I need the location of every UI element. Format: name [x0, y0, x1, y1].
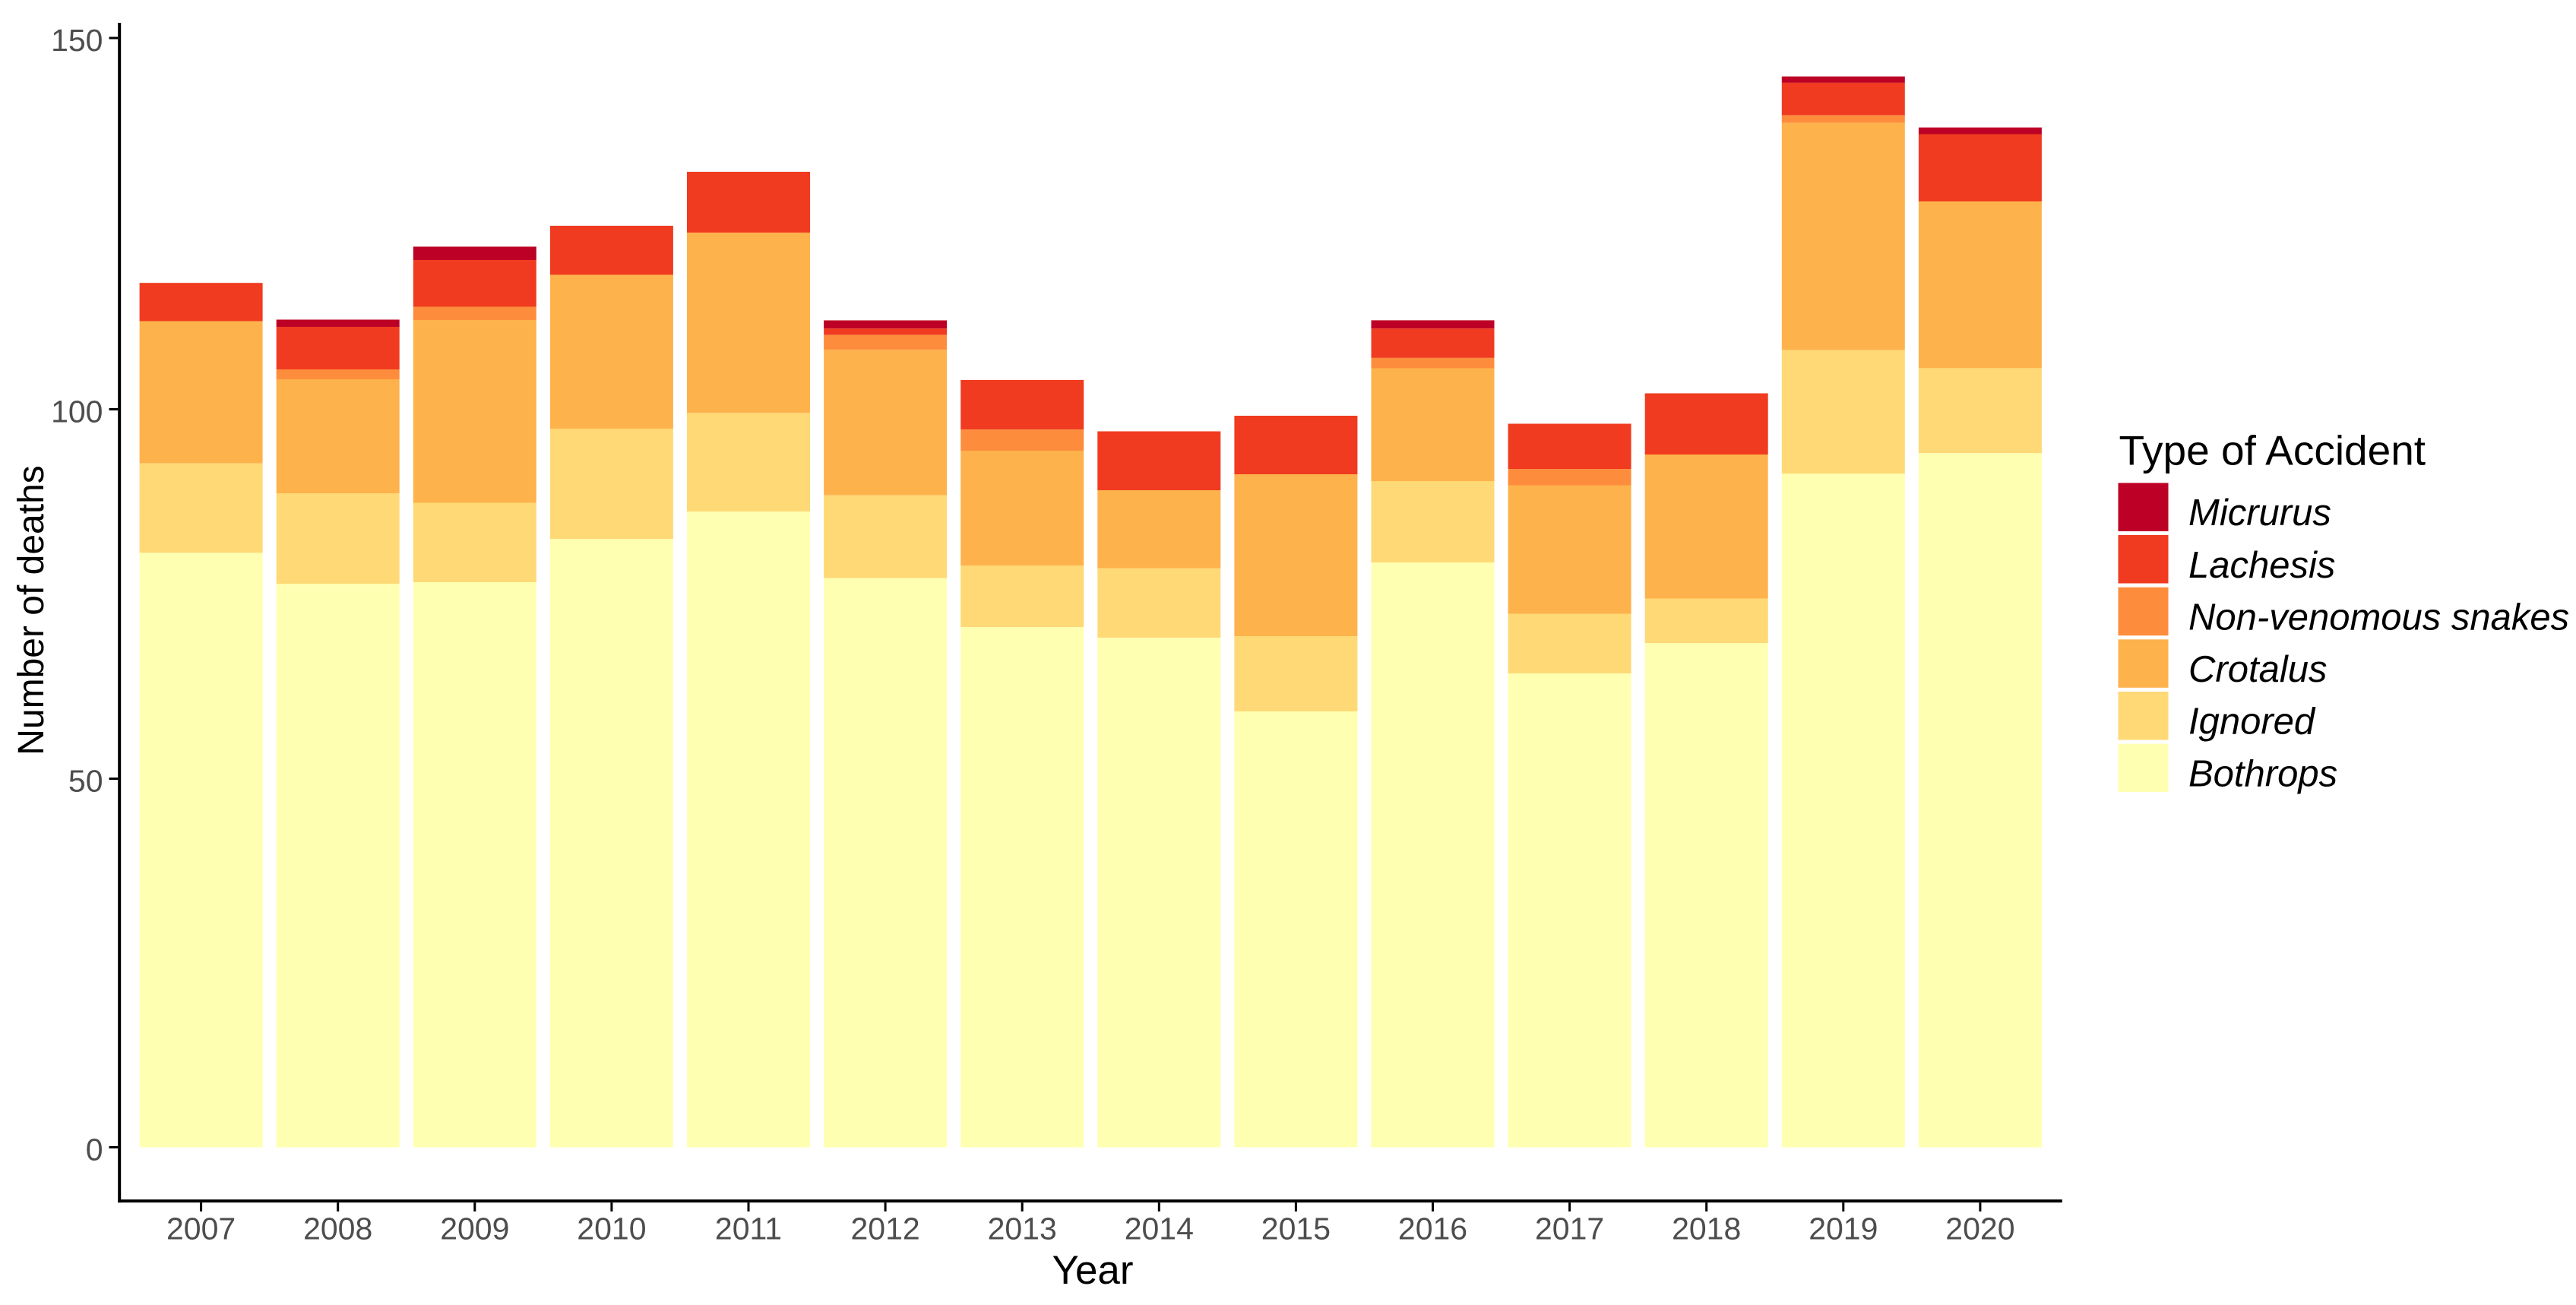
svg-text:2018: 2018	[1672, 1212, 1741, 1246]
svg-text:Type of Accident: Type of Accident	[2119, 427, 2426, 474]
svg-text:150: 150	[51, 23, 103, 58]
svg-text:2015: 2015	[1261, 1212, 1331, 1246]
svg-text:Number of deaths: Number of deaths	[11, 465, 52, 755]
svg-text:Year: Year	[1052, 1248, 1133, 1293]
svg-text:2011: 2011	[715, 1212, 782, 1246]
svg-text:Lachesis: Lachesis	[2188, 545, 2335, 586]
svg-text:Crotalus: Crotalus	[2188, 649, 2327, 690]
svg-text:2009: 2009	[440, 1212, 509, 1246]
svg-text:2012: 2012	[850, 1212, 919, 1246]
svg-text:2020: 2020	[1945, 1212, 2014, 1246]
svg-text:2013: 2013	[988, 1212, 1057, 1246]
svg-text:2017: 2017	[1535, 1212, 1604, 1246]
svg-text:Non-venomous snakes: Non-venomous snakes	[2188, 597, 2569, 638]
svg-text:2019: 2019	[1809, 1212, 1878, 1246]
svg-text:2008: 2008	[303, 1212, 372, 1246]
svg-text:2007: 2007	[166, 1212, 236, 1246]
svg-text:0: 0	[86, 1132, 103, 1167]
svg-text:100: 100	[51, 394, 103, 429]
svg-text:2014: 2014	[1125, 1212, 1194, 1246]
svg-text:50: 50	[68, 764, 103, 799]
svg-text:2010: 2010	[577, 1212, 646, 1246]
svg-text:Micrurus: Micrurus	[2188, 493, 2331, 534]
svg-text:Ignored: Ignored	[2188, 702, 2316, 743]
svg-text:2016: 2016	[1398, 1212, 1467, 1246]
svg-text:Bothrops: Bothrops	[2188, 753, 2337, 794]
